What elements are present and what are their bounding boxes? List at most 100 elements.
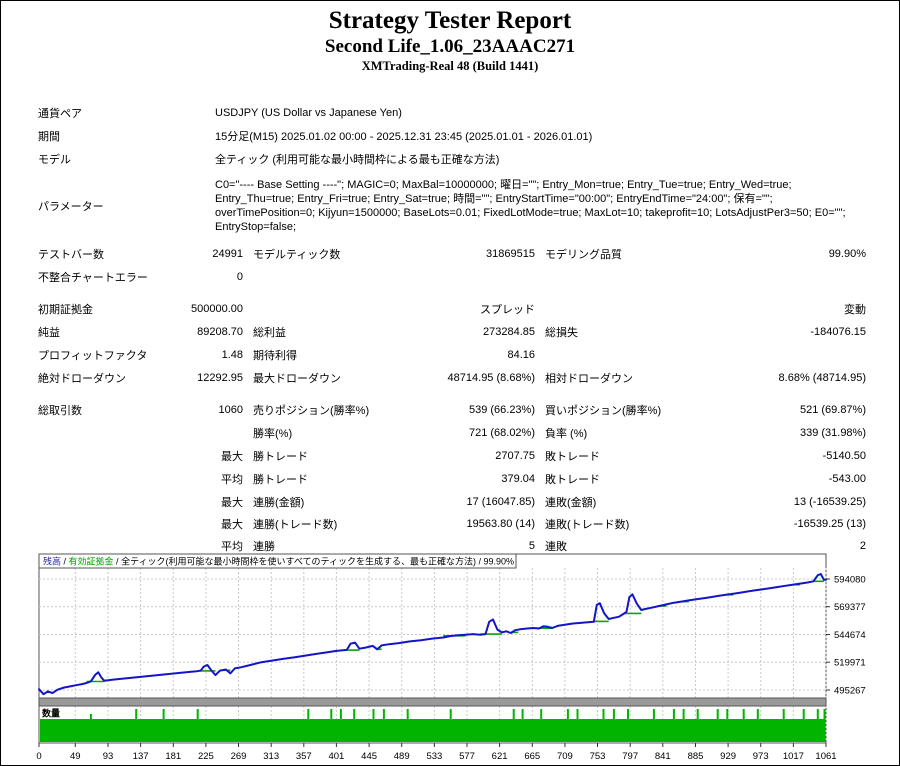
stat-row: 勝率(%) 721 (68.02%) 負率 (%) 339 (31.98%)	[38, 421, 866, 444]
svg-text:181: 181	[165, 751, 181, 762]
svg-text:137: 137	[133, 751, 149, 762]
stat-value: 721 (68.02%)	[468, 426, 535, 439]
stat-row: 平均 勝トレード 379.04 敗トレード -543.00	[38, 467, 866, 490]
stat-value: 521 (69.87%)	[799, 403, 866, 416]
stat-label: モデルティック数	[253, 248, 341, 261]
stat-label: 敗トレード	[545, 450, 600, 463]
stat-value: 1060	[218, 403, 243, 416]
svg-text:0: 0	[36, 751, 41, 762]
stat-value: 最大	[221, 496, 243, 509]
tester-graph-svg: 残高 / 有効証拠金 / 全ティック(利用可能な最小時間枠を使いすべてのティック…	[36, 553, 866, 762]
info-label: モデル	[38, 153, 71, 166]
info-row: モデル 全ティック (利用可能な最小時間枠による最も正確な方法)	[38, 147, 866, 170]
pane-splitter[interactable]	[38, 697, 827, 707]
stat-value: 48714.95 (8.68%)	[447, 371, 535, 384]
svg-text:533: 533	[426, 751, 442, 762]
stat-value: 339 (31.98%)	[799, 426, 866, 439]
stat-value: 17 (16047.85)	[466, 495, 536, 508]
stat-value: 0	[236, 270, 243, 283]
stat-label: 負率 (%)	[545, 427, 588, 440]
stat-value: スプレッド	[480, 303, 535, 316]
stat-label: 総利益	[253, 326, 286, 339]
y-axis-labels: 594080 569377 544674 519971 495267	[826, 575, 866, 697]
stat-value: 変動	[844, 303, 866, 316]
svg-text:225: 225	[198, 751, 214, 762]
svg-text:885: 885	[688, 751, 704, 762]
info-row: 通貨ペア USDJPY (US Dollar vs Japanese Yen)	[38, 101, 866, 124]
svg-text:577: 577	[459, 751, 475, 762]
stat-label: 相対ドローダウン	[545, 372, 633, 385]
stat-value: 5	[528, 540, 535, 552]
svg-text:313: 313	[263, 751, 279, 762]
stat-value: 最大	[221, 519, 243, 531]
stat-value: 1.48	[221, 348, 243, 361]
svg-text:49: 49	[70, 751, 81, 762]
report-header: Strategy Tester Report Second Life_1.06_…	[1, 7, 899, 74]
svg-text:929: 929	[720, 751, 736, 762]
svg-text:544674: 544674	[834, 630, 866, 641]
stat-label: 買いポジション(勝率%)	[545, 404, 662, 417]
stat-row: プロフィットファクタ 1.48 期待利得 84.16	[38, 343, 866, 366]
stat-value: 99.90%	[828, 247, 866, 260]
parameters-row: パラメーター C0="---- Base Setting ----"; MAGIC…	[38, 170, 866, 242]
stat-value: -16539.25 (13)	[793, 518, 866, 530]
svg-text:357: 357	[296, 751, 312, 762]
stat-row: 絶対ドローダウン 12292.95 最大ドローダウン 48714.95 (8.68%)…	[38, 366, 866, 389]
stat-rows: テストバー数 24991 モデルティック数 31869515 モデリング品質 99.90%…	[38, 242, 866, 557]
stat-value: 379.04	[501, 472, 535, 485]
x-axis-labels: 0 49 93 137 181 225 269 313 357 401 445 489 533 577 62…	[36, 743, 837, 762]
stat-value: 24991	[212, 247, 243, 260]
svg-text:841: 841	[655, 751, 671, 762]
info-label: 通貨ペア	[38, 107, 82, 120]
info-label: パラメーター	[38, 201, 104, 213]
info-row: 期間 15分足(M15) 2025.01.02 00:00 - 2025.12.3…	[38, 124, 866, 147]
stat-value: 500000.00	[191, 302, 243, 315]
volume-pane: 数量	[40, 708, 826, 742]
stat-value: -5140.50	[822, 449, 866, 462]
stat-row: 不整合チャートエラー 0	[38, 265, 866, 288]
server-build: XMTrading-Real 48 (Build 1441)	[361, 59, 539, 73]
ea-name: Second Life_1.06_23AAAC271	[324, 36, 576, 57]
page-title: Strategy Tester Report	[328, 7, 572, 34]
stat-label: 総損失	[545, 326, 578, 339]
stat-label: 勝トレード	[253, 450, 308, 463]
stat-value: 平均	[221, 473, 243, 486]
stat-value: 273284.85	[483, 325, 535, 338]
svg-text:1061: 1061	[815, 751, 836, 762]
stat-value: -184076.15	[810, 325, 866, 338]
stat-value: 89208.70	[197, 325, 243, 338]
parameters-value: C0="---- Base Setting ----"; MAGIC=0; Ma…	[215, 179, 846, 233]
stat-label: 総取引数	[38, 404, 82, 417]
stat-row: 純益 89208.70 総利益 273284.85 総損失 -184076.15	[38, 320, 866, 343]
stat-value: 8.68% (48714.95)	[778, 371, 866, 384]
chart-frame	[38, 553, 827, 744]
stat-label: 勝率(%)	[253, 427, 293, 440]
section-gap	[38, 389, 866, 398]
graph-legend: 残高 / 有効証拠金 / 全ティック(利用可能な最小時間枠を使いすべてのティック…	[43, 556, 514, 567]
svg-text:519971: 519971	[834, 658, 866, 669]
svg-text:753: 753	[590, 751, 606, 762]
svg-text:445: 445	[361, 751, 377, 762]
tester-graph: 残高 / 有効証拠金 / 全ティック(利用可能な最小時間枠を使いすべてのティック…	[31, 552, 876, 765]
stat-row: 総取引数 1060 売りポジション(勝率%) 539 (66.23%) 買いポジション(…	[38, 398, 866, 421]
svg-text:1017: 1017	[783, 751, 804, 762]
stat-label: プロフィットファクタ	[38, 349, 148, 362]
svg-text:489: 489	[394, 751, 410, 762]
stat-row: 最大 連勝(トレード数) 19563.80 (14) 連敗(トレード数) -16539.…	[38, 513, 866, 535]
info-value: USDJPY (US Dollar vs Japanese Yen)	[215, 106, 402, 119]
svg-text:973: 973	[753, 751, 769, 762]
stat-row: 平均 連勝 5 連敗 2	[38, 535, 866, 557]
stat-value: 最大	[221, 450, 243, 463]
svg-text:594080: 594080	[834, 575, 866, 586]
stat-value: 2	[859, 540, 866, 552]
stat-label: 勝トレード	[253, 473, 308, 486]
section-gap	[38, 288, 866, 297]
stat-row: 初期証拠金 500000.00 スプレッド 変動	[38, 297, 866, 320]
svg-text:93: 93	[103, 751, 114, 762]
stat-value: 19563.80 (14)	[466, 518, 536, 530]
stat-label: 最大ドローダウン	[253, 372, 341, 385]
stat-value: 31869515	[486, 247, 535, 260]
stat-value: -543.00	[828, 472, 866, 485]
legend-box	[38, 553, 517, 569]
